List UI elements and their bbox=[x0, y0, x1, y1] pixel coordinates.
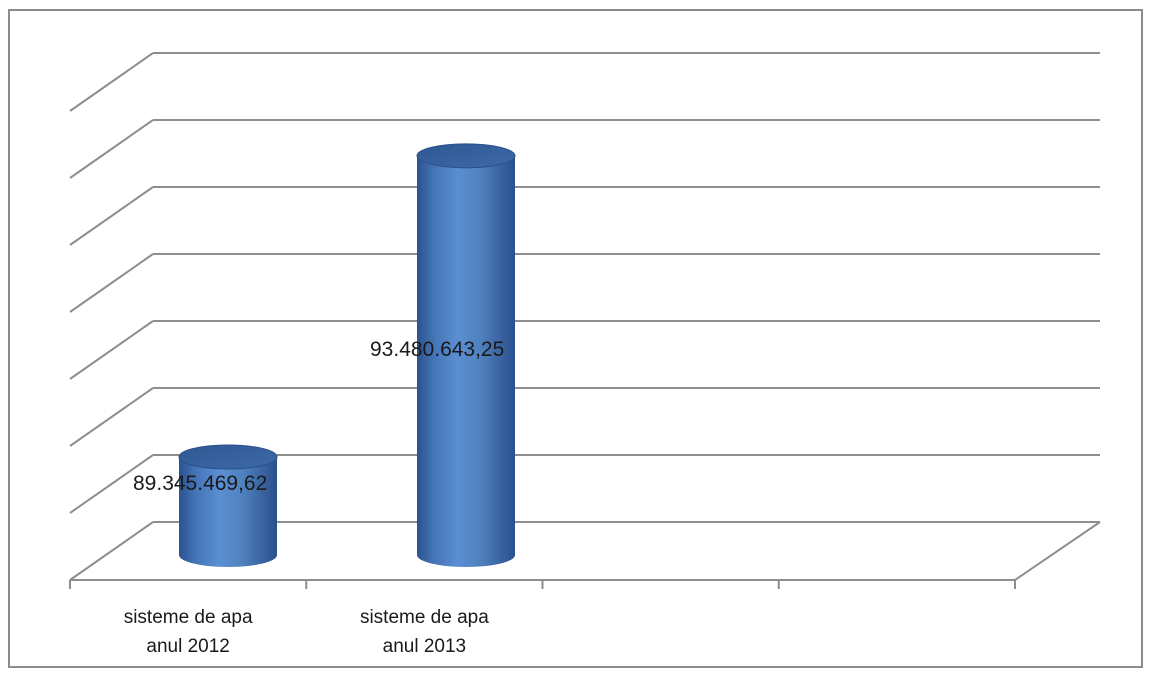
gridline-depth bbox=[69, 521, 154, 581]
bar-1-cap bbox=[178, 444, 278, 470]
category-label-line: sisteme de apa bbox=[123, 607, 253, 628]
gridline-depth bbox=[69, 253, 154, 313]
category-label-line: sisteme de apa bbox=[359, 607, 489, 628]
gridline-depth bbox=[69, 119, 154, 179]
gridline-depth bbox=[69, 387, 154, 447]
floor-edge bbox=[1014, 521, 1101, 581]
data-label-1: 89.345.469,62 bbox=[133, 472, 268, 495]
gridline-depth bbox=[69, 186, 154, 246]
gridline-depth bbox=[69, 454, 154, 514]
data-label-2: 93.480.643,25 bbox=[370, 338, 505, 361]
gridline-depth bbox=[69, 320, 154, 380]
bar-2-cap bbox=[416, 143, 516, 169]
gridline-depth bbox=[69, 52, 154, 112]
category-label-line: anul 2012 bbox=[146, 636, 230, 657]
bar-2 bbox=[417, 155, 515, 567]
category-label-line: anul 2013 bbox=[382, 636, 467, 657]
category-label-2: sisteme de apa anul 2013 bbox=[324, 603, 524, 661]
axis-layer bbox=[69, 579, 1016, 589]
bar-1 bbox=[179, 457, 277, 567]
grid-layer bbox=[69, 52, 1101, 581]
category-label-1: sisteme de apa anul 2012 bbox=[88, 603, 288, 661]
bar-layer bbox=[178, 143, 516, 567]
